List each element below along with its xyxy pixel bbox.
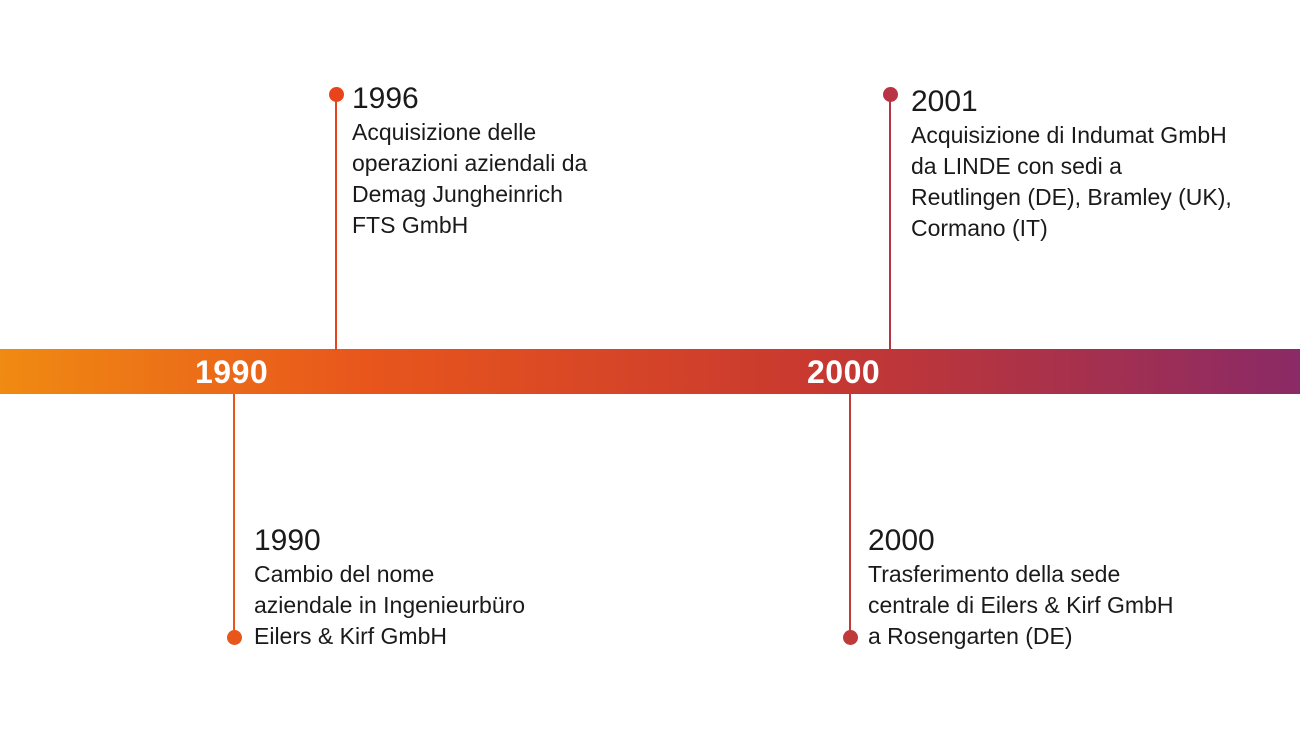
event-description: Acquisizione di Indumat GmbH da LINDE co… [911,122,1232,241]
event-stem-2000 [849,394,851,638]
decade-label-1990: 1990 [195,354,269,390]
event-marker-2000 [843,630,858,645]
event-description: Cambio del nome aziendale in Ingenieurbü… [254,561,526,649]
event-description: Trasferimento della sede centrale di Eil… [868,561,1174,649]
event-year: 1990 [254,524,321,557]
event-year: 2000 [868,524,935,557]
event-year: 1996 [352,82,419,115]
event-year: 2001 [911,85,978,118]
event-2000: 2000 Trasferimento della sede centrale d… [868,523,1173,652]
decade-label-2000: 2000 [807,354,881,390]
event-stem-1990 [233,394,235,638]
event-description: Acquisizione delle operazioni aziendali … [352,119,588,238]
event-1996: 1996 Acquisizione delle operazioni azien… [352,81,587,241]
event-stem-2001 [889,94,891,350]
event-marker-1996 [329,87,344,102]
event-1990: 1990 Cambio del nome aziendale in Ingeni… [254,523,525,652]
event-marker-2001 [883,87,898,102]
event-marker-1990 [227,630,242,645]
event-2001: 2001 Acquisizione di Indumat GmbH da LIN… [911,84,1232,244]
timeline-bar [0,349,1300,394]
event-stem-1996 [335,94,337,350]
